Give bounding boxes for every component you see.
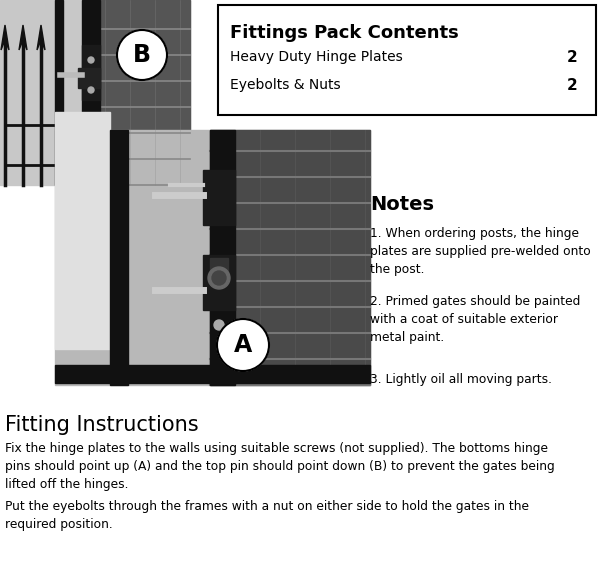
Circle shape [117,30,167,80]
Bar [110,130,128,385]
Text: 2: 2 [567,50,578,65]
Bar [82,45,100,100]
Circle shape [88,87,94,93]
Bar [203,170,235,225]
Bar [203,255,235,310]
Text: Eyebolts & Nuts: Eyebolts & Nuts [230,78,341,92]
Text: Notes: Notes [370,195,434,214]
Circle shape [88,57,94,63]
Text: B: B [133,43,151,67]
Circle shape [212,271,226,285]
Circle shape [217,319,269,371]
Bar [55,130,370,385]
Circle shape [214,320,224,330]
Bar [90,0,190,185]
Bar [78,68,100,88]
Text: Fitting Instructions: Fitting Instructions [5,415,198,435]
Bar [55,112,110,349]
Polygon shape [19,25,27,50]
Bar [210,130,235,385]
Text: 2: 2 [567,78,578,93]
Bar [210,258,228,280]
Polygon shape [37,25,45,50]
Text: 2. Primed gates should be painted
with a coat of suitable exterior
metal paint.: 2. Primed gates should be painted with a… [370,295,580,344]
Bar [210,130,370,385]
Circle shape [208,267,230,289]
Text: A: A [234,333,252,357]
Bar [82,0,100,185]
Text: Put the eyebolts through the frames with a nut on either side to hold the gates : Put the eyebolts through the frames with… [5,500,529,531]
Text: 1. When ordering posts, the hinge
plates are supplied pre-welded onto
the post.: 1. When ordering posts, the hinge plates… [370,227,591,276]
Bar [55,365,370,383]
Bar [218,5,596,115]
Bar [55,0,63,185]
Polygon shape [1,25,9,50]
Text: Heavy Duty Hinge Plates: Heavy Duty Hinge Plates [230,50,403,64]
Text: Fittings Pack Contents: Fittings Pack Contents [230,24,459,42]
Text: Fix the hinge plates to the walls using suitable screws (not supplied). The bott: Fix the hinge plates to the walls using … [5,442,555,491]
Text: 3. Lightly oil all moving parts.: 3. Lightly oil all moving parts. [370,373,552,386]
Bar [0,0,190,185]
